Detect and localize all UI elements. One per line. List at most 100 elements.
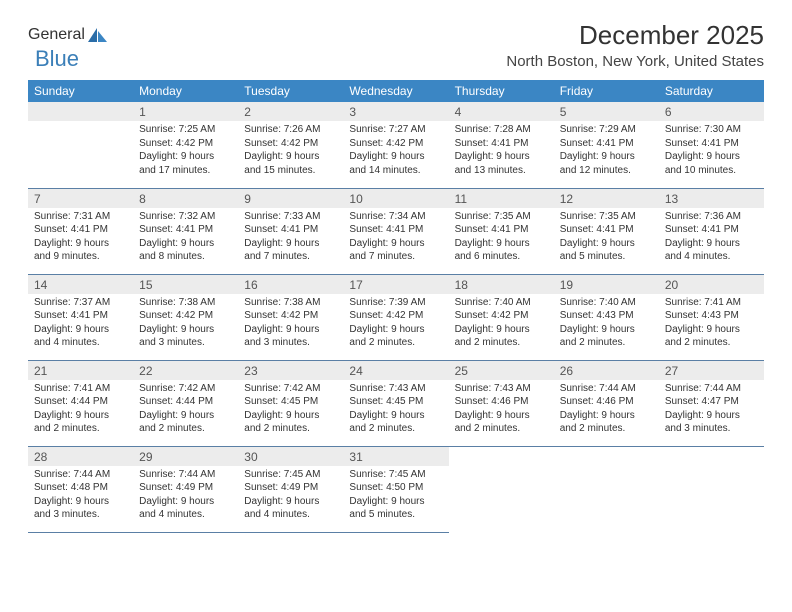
day-number: 2 (238, 102, 343, 121)
day-details: Sunrise: 7:41 AMSunset: 4:44 PMDaylight:… (28, 380, 133, 440)
day-details: Sunrise: 7:34 AMSunset: 4:41 PMDaylight:… (343, 208, 448, 268)
day-number: 10 (343, 189, 448, 208)
daylight-line: Daylight: 9 hours and 4 minutes. (665, 237, 758, 264)
sunrise-line: Sunrise: 7:44 AM (665, 382, 758, 396)
day-details: Sunrise: 7:44 AMSunset: 4:48 PMDaylight:… (28, 466, 133, 526)
day-number: 4 (449, 102, 554, 121)
sunrise-line: Sunrise: 7:40 AM (560, 296, 653, 310)
daylight-line: Daylight: 9 hours and 15 minutes. (244, 150, 337, 177)
day-details: Sunrise: 7:28 AMSunset: 4:41 PMDaylight:… (449, 121, 554, 181)
day-details: Sunrise: 7:39 AMSunset: 4:42 PMDaylight:… (343, 294, 448, 354)
daylight-line: Daylight: 9 hours and 10 minutes. (665, 150, 758, 177)
day-number: 27 (659, 361, 764, 380)
sunset-line: Sunset: 4:41 PM (34, 309, 127, 323)
daylight-line: Daylight: 9 hours and 4 minutes. (244, 495, 337, 522)
sunrise-line: Sunrise: 7:28 AM (455, 123, 548, 137)
weekday-header-row: SundayMondayTuesdayWednesdayThursdayFrid… (28, 80, 764, 102)
day-details: Sunrise: 7:42 AMSunset: 4:44 PMDaylight:… (133, 380, 238, 440)
daylight-line: Daylight: 9 hours and 2 minutes. (560, 323, 653, 350)
day-number: 12 (554, 189, 659, 208)
calendar-cell: 10Sunrise: 7:34 AMSunset: 4:41 PMDayligh… (343, 188, 448, 274)
day-details: Sunrise: 7:35 AMSunset: 4:41 PMDaylight:… (449, 208, 554, 268)
calendar-cell: 2Sunrise: 7:26 AMSunset: 4:42 PMDaylight… (238, 102, 343, 188)
sunrise-line: Sunrise: 7:38 AM (244, 296, 337, 310)
calendar-cell (659, 446, 764, 532)
logo-sail-icon (88, 27, 108, 43)
sunrise-line: Sunrise: 7:33 AM (244, 210, 337, 224)
calendar-cell: 4Sunrise: 7:28 AMSunset: 4:41 PMDaylight… (449, 102, 554, 188)
calendar-cell: 14Sunrise: 7:37 AMSunset: 4:41 PMDayligh… (28, 274, 133, 360)
sunrise-line: Sunrise: 7:35 AM (455, 210, 548, 224)
daylight-line: Daylight: 9 hours and 17 minutes. (139, 150, 232, 177)
day-number: 9 (238, 189, 343, 208)
calendar-week-row: 7Sunrise: 7:31 AMSunset: 4:41 PMDaylight… (28, 188, 764, 274)
sunrise-line: Sunrise: 7:45 AM (244, 468, 337, 482)
day-details: Sunrise: 7:42 AMSunset: 4:45 PMDaylight:… (238, 380, 343, 440)
sunset-line: Sunset: 4:41 PM (244, 223, 337, 237)
day-details: Sunrise: 7:44 AMSunset: 4:47 PMDaylight:… (659, 380, 764, 440)
day-number: 31 (343, 447, 448, 466)
calendar-cell: 24Sunrise: 7:43 AMSunset: 4:45 PMDayligh… (343, 360, 448, 446)
day-details: Sunrise: 7:38 AMSunset: 4:42 PMDaylight:… (133, 294, 238, 354)
daylight-line: Daylight: 9 hours and 7 minutes. (349, 237, 442, 264)
daylight-line: Daylight: 9 hours and 2 minutes. (560, 409, 653, 436)
sunrise-line: Sunrise: 7:30 AM (665, 123, 758, 137)
sunset-line: Sunset: 4:45 PM (244, 395, 337, 409)
calendar-cell: 1Sunrise: 7:25 AMSunset: 4:42 PMDaylight… (133, 102, 238, 188)
sunrise-line: Sunrise: 7:34 AM (349, 210, 442, 224)
daylight-line: Daylight: 9 hours and 12 minutes. (560, 150, 653, 177)
day-number-empty (28, 102, 133, 121)
day-number: 16 (238, 275, 343, 294)
day-number: 14 (28, 275, 133, 294)
daylight-line: Daylight: 9 hours and 3 minutes. (34, 495, 127, 522)
logo-text-general: General (28, 26, 85, 44)
weekday-header: Thursday (449, 80, 554, 102)
sunrise-line: Sunrise: 7:43 AM (455, 382, 548, 396)
day-details: Sunrise: 7:30 AMSunset: 4:41 PMDaylight:… (659, 121, 764, 181)
sunset-line: Sunset: 4:48 PM (34, 481, 127, 495)
sunset-line: Sunset: 4:41 PM (34, 223, 127, 237)
day-number: 17 (343, 275, 448, 294)
sunrise-line: Sunrise: 7:36 AM (665, 210, 758, 224)
calendar-cell: 28Sunrise: 7:44 AMSunset: 4:48 PMDayligh… (28, 446, 133, 532)
daylight-line: Daylight: 9 hours and 2 minutes. (455, 409, 548, 436)
day-number: 23 (238, 361, 343, 380)
calendar-cell: 27Sunrise: 7:44 AMSunset: 4:47 PMDayligh… (659, 360, 764, 446)
calendar-cell: 7Sunrise: 7:31 AMSunset: 4:41 PMDaylight… (28, 188, 133, 274)
daylight-line: Daylight: 9 hours and 13 minutes. (455, 150, 548, 177)
daylight-line: Daylight: 9 hours and 2 minutes. (244, 409, 337, 436)
day-number: 30 (238, 447, 343, 466)
daylight-line: Daylight: 9 hours and 7 minutes. (244, 237, 337, 264)
sunrise-line: Sunrise: 7:39 AM (349, 296, 442, 310)
month-title: December 2025 (506, 20, 764, 51)
sunset-line: Sunset: 4:43 PM (560, 309, 653, 323)
location-text: North Boston, New York, United States (506, 53, 764, 70)
day-number: 7 (28, 189, 133, 208)
calendar-cell: 8Sunrise: 7:32 AMSunset: 4:41 PMDaylight… (133, 188, 238, 274)
day-details: Sunrise: 7:40 AMSunset: 4:43 PMDaylight:… (554, 294, 659, 354)
sunset-line: Sunset: 4:41 PM (560, 223, 653, 237)
day-number: 13 (659, 189, 764, 208)
sunrise-line: Sunrise: 7:44 AM (139, 468, 232, 482)
calendar-cell: 26Sunrise: 7:44 AMSunset: 4:46 PMDayligh… (554, 360, 659, 446)
day-details: Sunrise: 7:40 AMSunset: 4:42 PMDaylight:… (449, 294, 554, 354)
day-details: Sunrise: 7:27 AMSunset: 4:42 PMDaylight:… (343, 121, 448, 181)
sunset-line: Sunset: 4:43 PM (665, 309, 758, 323)
day-details: Sunrise: 7:44 AMSunset: 4:49 PMDaylight:… (133, 466, 238, 526)
calendar-week-row: 28Sunrise: 7:44 AMSunset: 4:48 PMDayligh… (28, 446, 764, 532)
sunset-line: Sunset: 4:41 PM (455, 137, 548, 151)
sunrise-line: Sunrise: 7:42 AM (244, 382, 337, 396)
sunset-line: Sunset: 4:42 PM (349, 309, 442, 323)
day-number: 5 (554, 102, 659, 121)
daylight-line: Daylight: 9 hours and 4 minutes. (139, 495, 232, 522)
day-details: Sunrise: 7:43 AMSunset: 4:46 PMDaylight:… (449, 380, 554, 440)
calendar-cell (28, 102, 133, 188)
day-number: 6 (659, 102, 764, 121)
day-number: 21 (28, 361, 133, 380)
sunset-line: Sunset: 4:42 PM (349, 137, 442, 151)
sunset-line: Sunset: 4:42 PM (139, 137, 232, 151)
sunset-line: Sunset: 4:49 PM (139, 481, 232, 495)
calendar-cell: 9 Sunrise: 7:33 AMSunset: 4:41 PMDaylight… (238, 188, 343, 274)
day-number: 19 (554, 275, 659, 294)
day-details: Sunrise: 7:43 AMSunset: 4:45 PMDaylight:… (343, 380, 448, 440)
